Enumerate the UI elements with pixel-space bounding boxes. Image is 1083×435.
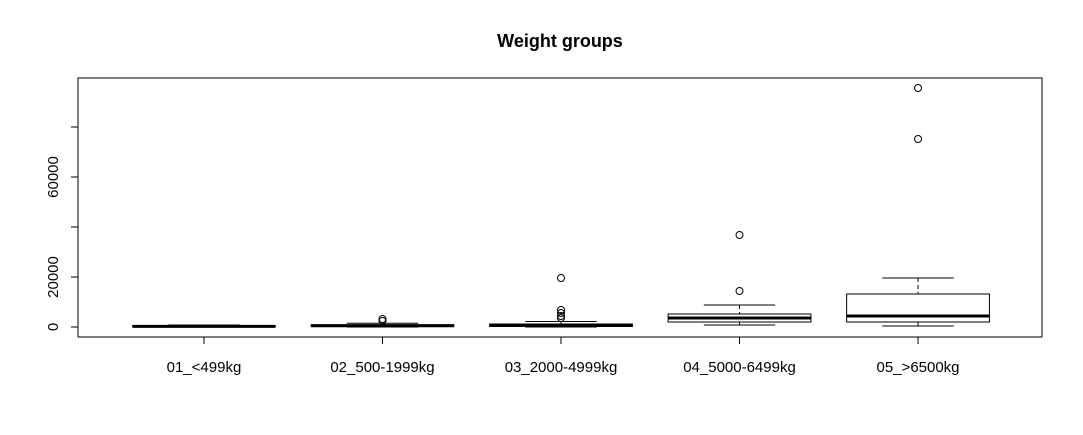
- x-tick-label: 03_2000-4999kg: [505, 359, 618, 376]
- outlier: [557, 306, 565, 314]
- outlier: [914, 84, 923, 92]
- y-tick-label: 60000: [45, 156, 62, 198]
- chart-title: Weight groups: [497, 31, 623, 51]
- x-tick-label: 01_<499kg: [167, 359, 242, 376]
- x-tick-label: 05_>6500kg: [877, 359, 960, 376]
- outlier: [557, 314, 565, 322]
- outlier: [735, 287, 744, 295]
- outlier: [735, 231, 744, 239]
- plot-frame: [77, 77, 1043, 338]
- outlier: [378, 317, 387, 325]
- outlier: [914, 135, 923, 143]
- x-tick-label: 04_5000-6499kg: [683, 359, 796, 376]
- outlier: [557, 312, 565, 320]
- box: [846, 293, 990, 323]
- x-tick-label: 02_500-1999kg: [330, 359, 434, 376]
- y-tick-label: 20000: [45, 256, 62, 298]
- outlier: [557, 309, 565, 317]
- outlier: [557, 274, 565, 282]
- outlier: [378, 315, 387, 323]
- y-tick-label: 0: [45, 323, 62, 331]
